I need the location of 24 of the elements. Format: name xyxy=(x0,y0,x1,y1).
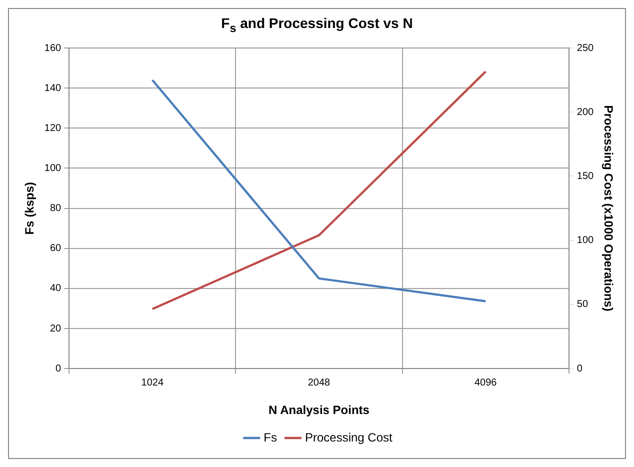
y-tick-label: 20 xyxy=(50,323,62,334)
y2-tick-label: 100 xyxy=(576,235,594,246)
y2-tick-label: 0 xyxy=(576,363,583,374)
y2-axis-title: Processing Cost (x1000 Operations) xyxy=(601,105,616,312)
y-tick-label: 40 xyxy=(50,283,62,294)
y2-tick-label: 50 xyxy=(576,299,588,310)
y-tick-label: 160 xyxy=(44,42,62,54)
y2-tick-label: 250 xyxy=(576,42,594,54)
y-tick-label: 100 xyxy=(44,162,62,174)
legend-label: Processing Cost xyxy=(304,430,394,444)
x-axis-title: N Analysis Points xyxy=(268,403,370,418)
y2-tick-label: 200 xyxy=(576,106,594,118)
legend-label: Fs xyxy=(264,430,277,444)
x-tick-label: 4096 xyxy=(474,377,498,388)
chart-title: F$_{s}$ and Processing Cost vs N xyxy=(220,14,414,37)
y2-tick-label: 150 xyxy=(576,170,594,182)
y-tick-label: 60 xyxy=(50,243,62,254)
y-tick-label: 120 xyxy=(44,122,62,134)
x-tick-label: 1024 xyxy=(141,377,164,388)
y-tick-label: 140 xyxy=(44,82,62,94)
y-tick-label: 0 xyxy=(56,363,62,374)
y-axis-title: Fs (ksps) xyxy=(22,182,37,235)
x-tick-label: 2048 xyxy=(308,377,331,388)
y-tick-label: 80 xyxy=(50,203,62,214)
